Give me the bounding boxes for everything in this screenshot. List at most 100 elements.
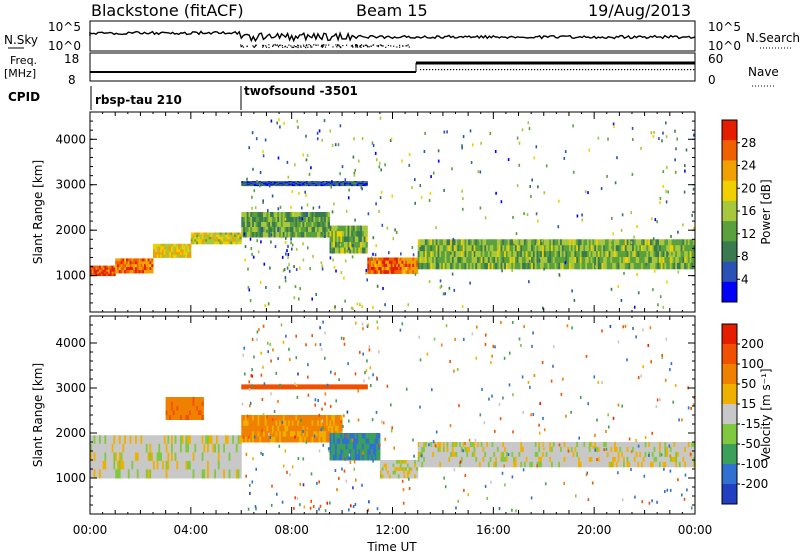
velocity-cell	[439, 451, 442, 458]
velocity-cell	[298, 385, 302, 387]
nsearch-dot	[360, 44, 362, 47]
velocity-cell	[329, 438, 332, 445]
velocity-cell	[518, 442, 521, 448]
velocity-cell	[587, 446, 590, 453]
velocity-cell	[275, 420, 278, 427]
velocity-cell	[511, 442, 514, 448]
power-echo	[282, 269, 285, 273]
nsearch-dot	[300, 46, 302, 48]
power-cell	[309, 227, 312, 233]
velocity-cell	[464, 446, 467, 453]
power-cell	[569, 251, 572, 258]
power-cell	[340, 182, 343, 185]
power-echo	[501, 269, 503, 273]
velocity-cell	[264, 436, 267, 443]
power-cell	[581, 245, 584, 252]
velocity-cell	[444, 442, 447, 448]
power-cell	[289, 232, 293, 238]
power-cell	[487, 251, 491, 258]
velocity-cell	[644, 456, 647, 463]
power-cell	[313, 222, 316, 228]
power-cell	[646, 262, 649, 270]
power-cell	[687, 251, 691, 258]
power-cell	[655, 262, 658, 270]
power-cell	[435, 245, 438, 252]
velocity-cell	[331, 443, 334, 450]
power-cell	[140, 270, 143, 274]
power-cell	[478, 239, 482, 246]
power-cell	[104, 271, 107, 275]
power-echo	[361, 305, 363, 308]
velocity-cell	[172, 469, 176, 479]
velocity-cell	[91, 452, 95, 462]
velocity-cell	[424, 446, 428, 453]
velocity-cell	[140, 452, 143, 462]
velocity-cell	[606, 451, 610, 458]
velocity-cell	[594, 456, 597, 463]
power-cell	[354, 242, 357, 248]
velocity-cell	[180, 460, 183, 470]
velocity-cell	[165, 460, 168, 470]
velocity-cell	[246, 420, 249, 427]
velocity-cell	[338, 438, 341, 445]
velocity-cell	[309, 425, 312, 432]
power-cell	[475, 239, 478, 246]
velocity-cell	[612, 446, 615, 453]
velocity-cell	[185, 415, 188, 420]
nsearch-dot	[303, 45, 305, 48]
power-cell	[419, 262, 422, 270]
power-cell	[318, 217, 321, 223]
velocity-cell	[478, 442, 482, 448]
velocity-cell	[196, 397, 199, 402]
velocity-cell	[644, 446, 647, 453]
velocity-cell	[376, 433, 379, 439]
power-cell	[333, 183, 336, 186]
power-echo	[284, 279, 287, 283]
power-cell	[316, 227, 320, 233]
power-cell	[576, 245, 579, 252]
power-echo	[411, 246, 414, 249]
velocity-cell	[387, 463, 390, 468]
power-cell	[648, 239, 651, 246]
velocity-cell	[313, 415, 316, 421]
velocity-cell	[117, 443, 120, 453]
velocity-cell	[660, 456, 664, 463]
power-cell	[300, 212, 303, 218]
power-cell	[210, 239, 213, 243]
power-cell	[426, 257, 429, 264]
colorbar-segment	[722, 140, 737, 161]
power-cell	[551, 251, 554, 258]
power-cell	[603, 245, 606, 252]
power-echo	[616, 156, 618, 160]
power-cell	[606, 257, 610, 264]
velocity-cell	[336, 415, 339, 421]
velocity-cell	[316, 431, 320, 438]
nsearch-dot	[352, 46, 354, 48]
power-cell	[108, 271, 111, 275]
power-cell	[370, 260, 374, 265]
velocity-cell	[668, 456, 671, 463]
velocity-cell	[100, 452, 104, 462]
power-echo	[611, 216, 613, 220]
power-echo	[513, 241, 516, 245]
power-cell	[228, 234, 231, 238]
velocity-band-1	[165, 397, 204, 420]
power-cell	[95, 273, 98, 277]
power-cell	[552, 257, 556, 264]
velocity-cell	[507, 456, 510, 463]
power-cell	[415, 260, 419, 265]
power-cell	[525, 257, 528, 264]
power-cell	[97, 271, 100, 275]
power-cell	[194, 234, 197, 238]
velocity-cell	[360, 433, 363, 439]
velocity-cell	[307, 420, 311, 427]
velocity-cell	[307, 385, 311, 387]
power-echo	[597, 136, 600, 140]
power-cell	[264, 182, 267, 185]
power-cell	[673, 251, 676, 258]
velocity-cell	[181, 460, 185, 470]
velocity-cell	[145, 460, 149, 470]
velocity-cell	[615, 451, 619, 458]
power-cell	[615, 262, 619, 270]
velocity-cell	[289, 425, 293, 432]
